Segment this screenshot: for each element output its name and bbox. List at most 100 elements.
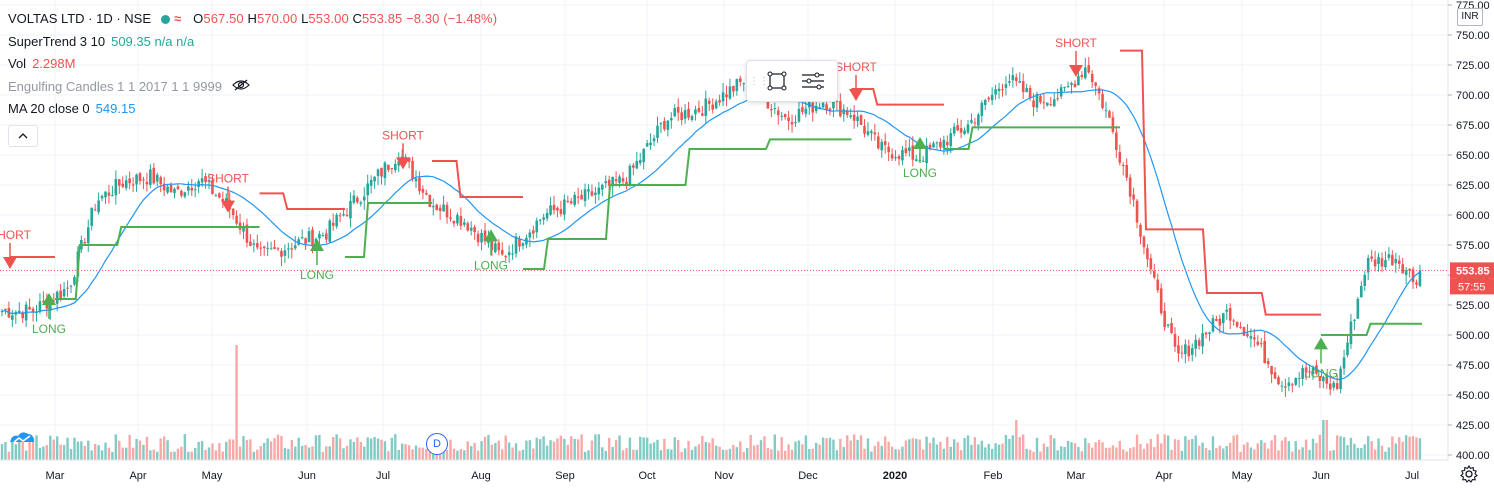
candle-body [273, 247, 276, 249]
volume-bar [1180, 450, 1184, 460]
volume-bar [587, 450, 590, 460]
volume-bar [228, 439, 231, 460]
volume-bar [1308, 449, 1311, 460]
volume-bar [977, 444, 980, 460]
candle-body [111, 195, 114, 197]
volume-bar [1335, 435, 1339, 460]
volume-bar [1153, 447, 1156, 460]
volume-bar [114, 434, 118, 460]
candle-body [135, 174, 138, 185]
volume-bar [704, 442, 707, 460]
volume-bar [880, 445, 883, 460]
drawing-toolbar: ⋮⋮ [746, 60, 838, 102]
volume-bar [808, 448, 811, 460]
candle-body [73, 277, 76, 285]
signal-arrow-up [1314, 337, 1328, 350]
currency-badge[interactable]: INR [1457, 8, 1483, 26]
volume-bar [1218, 445, 1222, 460]
dividend-marker[interactable]: D [426, 433, 448, 455]
volume-bar [697, 444, 701, 460]
candle-body [908, 147, 911, 151]
indicator-engulfing[interactable]: Engulfing Candles 1 1 2017 1 1 9999 [8, 76, 497, 99]
volume-bar [169, 451, 173, 460]
drag-handle-icon[interactable]: ⋮⋮ [749, 75, 769, 87]
volume-bar [639, 436, 642, 460]
indicator-supertrend[interactable]: SuperTrend 3 10 509.35 n/a n/a [8, 31, 497, 54]
candle-body [1277, 377, 1280, 385]
volume-bar [711, 438, 714, 460]
volume-bar [1311, 438, 1315, 460]
volume-bar [1229, 442, 1232, 460]
volume-bar [152, 449, 155, 460]
candle-body [1218, 318, 1222, 326]
volume-bar [1215, 447, 1218, 460]
volume-bar [828, 437, 832, 460]
candle-body [425, 193, 428, 195]
volume-bar [1070, 442, 1073, 460]
candle-body [114, 179, 118, 196]
candle-body [1052, 99, 1056, 107]
collapse-legend-button[interactable] [8, 124, 38, 147]
volume-bar [363, 446, 366, 460]
indicator-ma[interactable]: MA 20 close 0 549.15 [8, 98, 497, 121]
volume-bar [1177, 439, 1180, 460]
volume-bar [635, 449, 638, 460]
candle-body [456, 214, 459, 224]
candle-body [1163, 310, 1166, 328]
candle-body [670, 117, 673, 121]
candle-body [214, 195, 218, 197]
candle-body [583, 189, 587, 202]
volume-bar [590, 440, 594, 460]
volume-bar [1022, 434, 1025, 460]
volume-bar [1401, 441, 1404, 460]
candle-body [490, 240, 494, 250]
candle-body [849, 115, 852, 118]
volume-bar [311, 446, 314, 460]
volume-bar [656, 439, 659, 460]
volume-bar [1166, 435, 1170, 460]
volume-bar [852, 434, 856, 460]
volume-bar [1084, 438, 1087, 460]
hidden-eye-icon[interactable] [232, 76, 250, 99]
select-object-button[interactable] [759, 63, 795, 99]
candle-body [338, 215, 342, 217]
candle-body [1370, 256, 1373, 259]
signal-label: SHORT [0, 228, 32, 242]
volume-bar [1208, 450, 1211, 460]
symbol-title[interactable]: VOLTAS LTD · 1D · NSE [8, 11, 152, 26]
candle-body [407, 157, 411, 162]
indicator-volume[interactable]: Vol 2.298M [8, 53, 497, 76]
time-tick-label: Feb [984, 470, 1003, 482]
tradingview-logo-icon[interactable] [8, 428, 36, 448]
volume-bar [783, 450, 787, 460]
volume-bar [1322, 420, 1325, 460]
candle-body [566, 200, 570, 202]
candle-body [418, 177, 421, 192]
volume-bar [1097, 439, 1101, 460]
candle-body [1032, 100, 1035, 108]
candle-body [269, 248, 273, 250]
volume-bar [566, 444, 569, 460]
candle-body [476, 233, 480, 243]
object-tree-button[interactable] [795, 63, 831, 99]
volume-bar [1291, 451, 1294, 460]
candle-body [1384, 260, 1387, 268]
candle-body [946, 141, 949, 146]
price-tick-label: 625.00 [1456, 180, 1490, 192]
volume-bar [1163, 434, 1166, 460]
candle-body [428, 194, 432, 207]
candle-body [307, 231, 311, 243]
gear-icon[interactable] [1460, 464, 1478, 483]
countdown-label: 57:55 [1458, 281, 1486, 293]
candle-body [890, 154, 894, 159]
volume-bar [614, 440, 618, 460]
candle-body [632, 165, 635, 168]
volume-bar [421, 447, 425, 460]
volume-bar [1384, 451, 1387, 460]
price-tick-label: 675.00 [1456, 120, 1490, 132]
candle-body [162, 183, 166, 191]
candle-body [1301, 368, 1304, 379]
candle-body [911, 145, 915, 160]
